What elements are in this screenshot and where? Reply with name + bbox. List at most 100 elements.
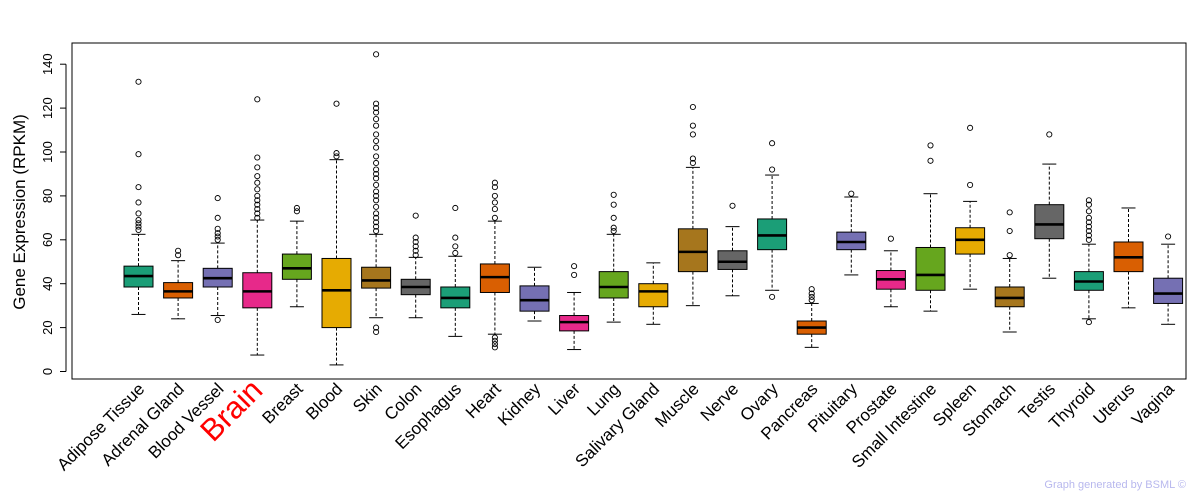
outlier-point: [373, 203, 380, 210]
outlier-point: [610, 214, 617, 221]
outlier-point: [571, 263, 578, 270]
box-kidney: [519, 266, 550, 322]
outlier-point: [1085, 208, 1092, 215]
outlier-point: [412, 243, 419, 250]
outlier-point: [373, 137, 380, 145]
outlier-point: [689, 131, 696, 138]
outlier-point: [1085, 223, 1092, 230]
box-blood-vessel: [202, 195, 233, 323]
outlier-point: [254, 210, 261, 217]
y-tick-label: 140: [40, 53, 55, 75]
box-stomach: [994, 209, 1025, 333]
outlier-point: [373, 192, 380, 199]
outlier-point: [610, 224, 617, 231]
outlier-point: [373, 159, 380, 167]
outlier-point: [135, 151, 142, 158]
outlier-point: [769, 140, 776, 147]
outlier-point: [373, 210, 380, 217]
outlier-point: [254, 214, 261, 221]
outlier-point: [452, 249, 459, 257]
box-breast: [281, 204, 312, 308]
y-tick-label: 80: [40, 189, 55, 203]
y-tick-label: 20: [40, 320, 55, 334]
box-vagina: [1153, 233, 1184, 325]
outlier-point: [412, 238, 419, 246]
box-adipose-tissue: [123, 78, 154, 315]
box-thyroid: [1073, 197, 1104, 326]
box-muscle: [677, 103, 708, 307]
iqr-box: [1034, 204, 1065, 240]
outlier-point: [214, 233, 221, 240]
box-small-intestine: [915, 142, 946, 312]
outlier-point: [610, 227, 617, 235]
outlier-point: [293, 208, 300, 215]
outlier-point: [491, 337, 498, 344]
watermark-text: Graph generated by BSML ©: [1044, 479, 1186, 491]
outlier-point: [967, 181, 974, 188]
box-pituitary: [836, 190, 867, 276]
iqr-box: [1153, 277, 1184, 304]
outlier-point: [135, 226, 142, 233]
box-brain: [242, 96, 273, 356]
outlier-point: [769, 166, 776, 173]
outlier-point: [373, 153, 380, 160]
outlier-point: [254, 206, 261, 213]
box-pancreas: [796, 286, 827, 348]
box-lung: [598, 191, 629, 323]
box-esophagus: [440, 204, 471, 337]
outlier-point: [412, 247, 419, 254]
outlier-point: [373, 324, 380, 331]
outlier-point: [135, 199, 142, 206]
iqr-box: [915, 246, 946, 291]
outlier-point: [769, 293, 776, 300]
outlier-point: [689, 155, 696, 162]
outlier-point: [689, 122, 696, 129]
outlier-point: [1165, 233, 1172, 240]
outlier-point: [373, 122, 380, 129]
outlier-point: [808, 290, 815, 297]
outlier-point: [689, 103, 696, 111]
outlier-point: [175, 252, 182, 259]
outlier-point: [452, 204, 459, 212]
plot-frame: [71, 42, 1187, 380]
outlier-point: [1006, 209, 1013, 216]
outlier-point: [373, 328, 380, 336]
outlier-point: [452, 243, 459, 250]
outlier-point: [293, 204, 300, 212]
outlier-point: [254, 164, 261, 171]
box-skin: [361, 51, 392, 336]
outlier-point: [373, 188, 380, 195]
outlier-point: [333, 153, 340, 160]
outlier-point: [412, 252, 419, 259]
outlier-point: [373, 227, 380, 235]
outlier-point: [1006, 227, 1013, 235]
outlier-point: [254, 173, 261, 180]
outlier-point: [491, 334, 498, 341]
outlier-point: [373, 105, 380, 112]
outlier-point: [373, 166, 380, 173]
outlier-point: [1085, 236, 1092, 243]
iqr-box: [677, 228, 708, 273]
outlier-point: [808, 286, 815, 293]
outlier-point: [373, 219, 380, 226]
y-tick-label: 100: [40, 141, 55, 163]
x-tick-label: Nerve: [697, 379, 743, 425]
y-tick-label: 60: [40, 233, 55, 247]
outlier-point: [254, 197, 261, 204]
outlier-point: [689, 159, 696, 167]
outlier-point: [373, 100, 380, 107]
outlier-point: [135, 78, 142, 85]
box-prostate: [875, 235, 906, 308]
x-tick-label: Breast: [259, 379, 307, 427]
outlier-point: [491, 199, 498, 206]
outlier-point: [373, 175, 380, 182]
outlier-point: [610, 201, 617, 208]
outlier-point: [491, 179, 498, 186]
outlier-point: [491, 344, 498, 351]
box-spleen: [955, 124, 986, 290]
outlier-point: [1006, 252, 1013, 259]
outlier-point: [373, 181, 380, 188]
box-nerve: [717, 202, 748, 297]
